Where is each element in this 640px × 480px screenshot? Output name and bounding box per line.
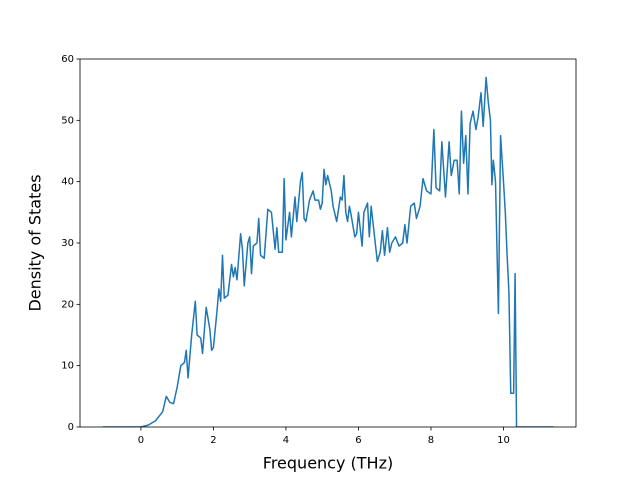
y-tick-label: 40 [61,177,74,188]
x-tick-label: 2 [210,435,216,446]
x-tick-label: 6 [355,435,361,446]
y-axis-title: Density of States [26,174,45,311]
x-tick-label: 4 [283,435,289,446]
y-tick-label: 50 [61,115,74,126]
y-tick-label: 30 [61,238,74,249]
y-tick-label: 20 [61,299,74,310]
x-tick-label: 8 [428,435,434,446]
plot-frame [79,58,577,428]
line [102,76,554,427]
x-tick-label: 10 [497,435,510,446]
x-axis-title: Frequency (THz) [263,454,393,473]
y-tick-label: 10 [61,361,74,372]
y-tick-label: 60 [61,54,74,65]
x-tick-label: 0 [138,435,144,446]
y-tick-label: 0 [68,422,74,433]
